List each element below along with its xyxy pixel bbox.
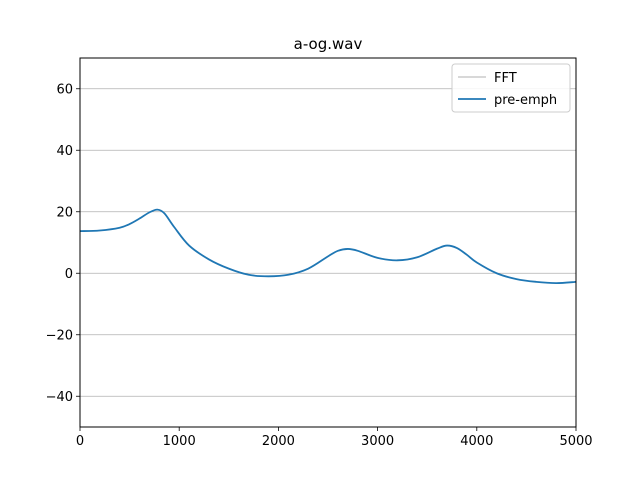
y-tick-label: 60 [56,82,73,97]
y-tick-label: 0 [65,267,73,282]
legend-box [451,63,571,113]
x-tick-label: 3000 [361,434,394,449]
grid-layer [80,88,576,397]
legend-label: pre-emph [494,93,557,108]
legend-label: FFT [494,71,517,86]
y-tick-label: −20 [46,328,73,343]
x-tick-label: 1000 [163,434,196,449]
series-line-pre-emph [80,208,576,284]
x-tick-label: 4000 [460,434,493,449]
axes-frame [79,57,577,428]
legend: FFT pre-emph [451,63,571,113]
x-tick-label: 2000 [262,434,295,449]
x-tick-label: 0 [76,434,84,449]
y-tick-label: −40 [46,390,73,405]
series-layer [80,208,576,284]
x-tick-label: 5000 [559,434,592,449]
ticks-layer: −40 −20 0 20 40 60 0 1000 2000 3000 4000 5000 [46,82,593,449]
y-tick-label: 20 [56,205,73,220]
chart-title: a-og.wav [294,35,363,53]
y-tick-label: 40 [56,144,73,159]
